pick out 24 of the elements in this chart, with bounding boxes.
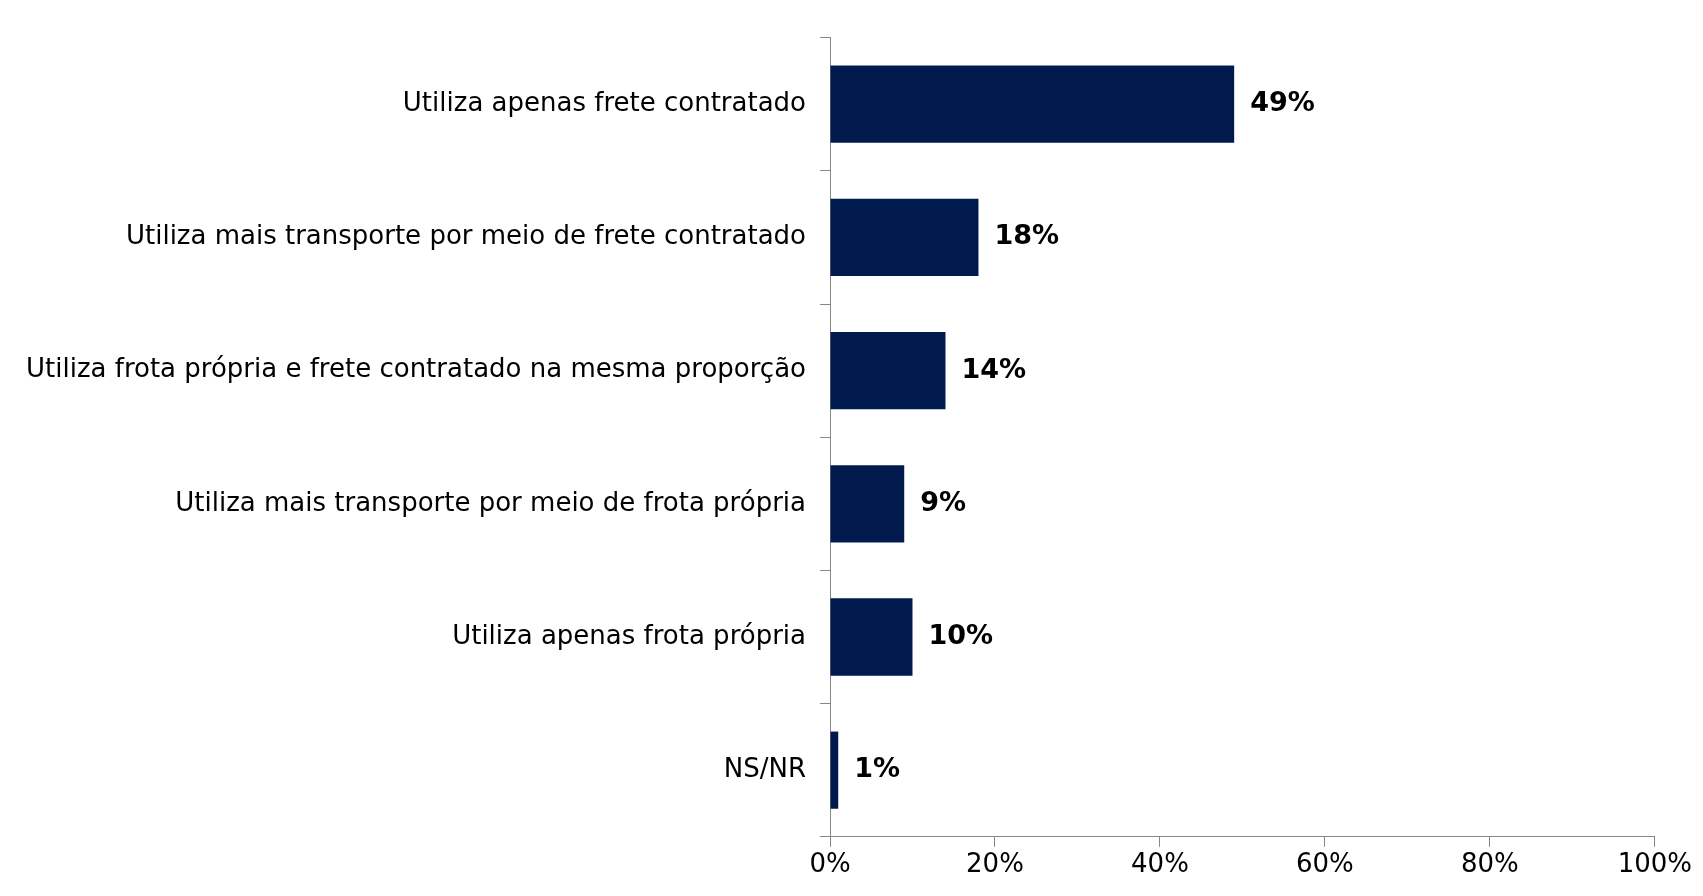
bar — [830, 598, 913, 676]
x-tick-label: 80% — [1460, 848, 1519, 879]
y-tick-label: Utiliza apenas frota própria — [452, 619, 806, 650]
bar — [830, 331, 946, 410]
y-tick-label: NS/NR — [723, 752, 806, 783]
x-tick-label: 60% — [1296, 848, 1354, 879]
bar — [830, 198, 979, 277]
x-tick-label: 40% — [1131, 848, 1189, 879]
x-tick-label: 20% — [966, 848, 1024, 879]
data-label: 18% — [994, 219, 1060, 251]
y-tick-label: Utiliza apenas frete contratado — [402, 86, 806, 117]
data-label: 14% — [961, 352, 1027, 384]
data-label: 49% — [1250, 86, 1315, 118]
y-tick-label: Utiliza mais transporte por meio de frete contratado — [125, 220, 806, 251]
bar — [830, 65, 1235, 143]
x-tick-label: 100% — [1617, 848, 1693, 879]
bar — [830, 465, 905, 543]
x-tick-label: 0% — [809, 848, 851, 879]
data-label: 9% — [920, 485, 967, 517]
data-label: 10% — [928, 619, 994, 651]
y-tick-label: Utiliza mais transporte por meio de frota própria — [175, 486, 806, 517]
bar — [830, 731, 839, 809]
data-label: 1% — [854, 752, 901, 784]
y-tick-label: Utiliza frota própria e frete contratado na mesma proporção — [26, 353, 806, 384]
